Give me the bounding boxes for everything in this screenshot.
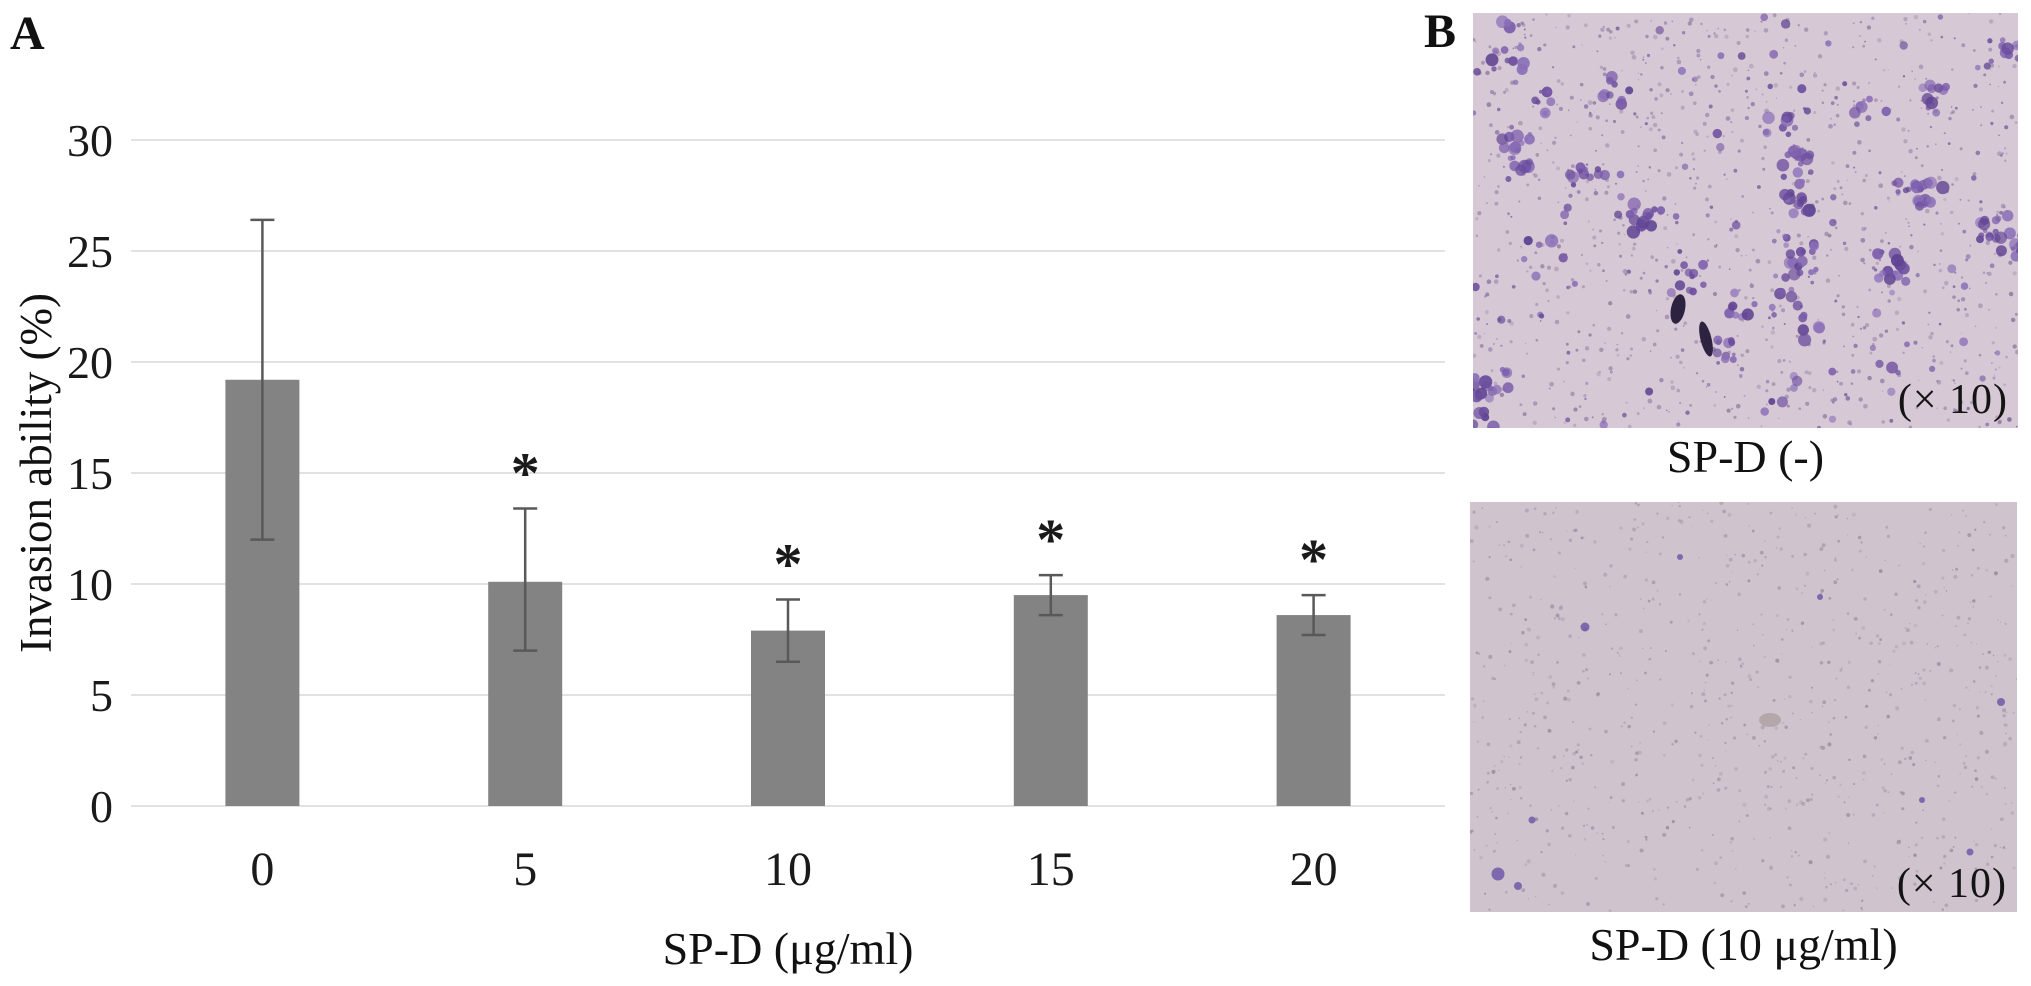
x-tick-label: 10	[764, 843, 812, 896]
y-tick-label: 30	[67, 115, 113, 166]
stained-cell	[1514, 882, 1522, 890]
invasion-bar-chart: 0 5 10 15 20 25 30 0 * 5 * 10 * 15 * 20	[67, 115, 1445, 896]
stained-cell	[1677, 554, 1683, 560]
stained-cell	[1919, 797, 1925, 803]
x-tick-label: 5	[513, 843, 537, 896]
x-tick-label: 0	[250, 843, 274, 896]
dark-stain	[1699, 321, 1713, 357]
bar	[1013, 595, 1088, 806]
panel-a-label: A	[10, 7, 45, 60]
x-tick-label: 20	[1290, 843, 1338, 896]
y-axis-title: Invasion ability (%)	[11, 293, 61, 653]
stained-cell	[1580, 622, 1590, 632]
x-tick-label: 15	[1027, 843, 1075, 896]
bar	[1276, 615, 1351, 806]
significance-asterisk: *	[511, 441, 540, 506]
micrograph-spd-negative: (× 10)	[1473, 13, 2018, 428]
stained-cell	[1966, 848, 1974, 856]
smudge	[1759, 713, 1781, 727]
micrograph-spd-10: (× 10)	[1470, 502, 2017, 912]
x-axis-title: SP-D (μg/ml)	[662, 923, 914, 974]
stained-cell	[1817, 594, 1823, 600]
panel-b-label: B	[1424, 5, 1457, 58]
magnification-label-top: (× 10)	[1897, 377, 2008, 423]
stained-cell	[1528, 816, 1536, 824]
significance-asterisk: *	[1036, 507, 1065, 572]
stained-cell	[1997, 698, 2005, 706]
micrograph-spd-negative-image	[1473, 13, 2018, 428]
dark-stain	[1670, 294, 1686, 324]
significance-asterisk: *	[1299, 527, 1328, 592]
y-tick-label: 5	[90, 670, 113, 721]
micrograph-caption-spd-10: SP-D (10 μg/ml)	[1589, 919, 1898, 970]
micrograph-caption-spd-negative: SP-D (-)	[1666, 431, 1825, 482]
stained-cell	[1491, 867, 1505, 881]
significance-asterisk: *	[774, 532, 803, 597]
micrograph-spd-10-image	[1470, 502, 2017, 912]
y-tick-label: 15	[67, 448, 113, 499]
y-tick-label: 25	[67, 226, 113, 277]
y-tick-label: 20	[67, 337, 113, 388]
magnification-label-bottom: (× 10)	[1896, 861, 2007, 907]
y-tick-label: 0	[90, 781, 113, 832]
y-tick-label: 10	[67, 559, 113, 610]
